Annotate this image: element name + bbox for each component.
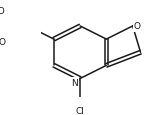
Text: HO: HO (0, 7, 5, 16)
Text: O: O (134, 22, 141, 31)
Text: Cl: Cl (76, 106, 85, 115)
Text: N: N (71, 79, 78, 88)
Text: O: O (0, 38, 5, 47)
